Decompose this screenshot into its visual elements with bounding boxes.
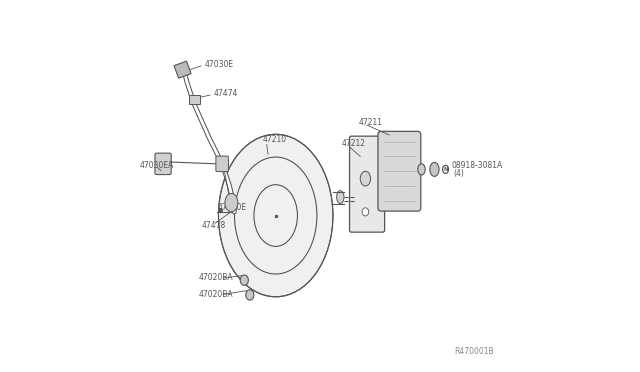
Text: 47020BA: 47020BA (198, 290, 233, 299)
Text: 47211: 47211 (359, 118, 383, 127)
Ellipse shape (430, 162, 439, 176)
FancyBboxPatch shape (155, 153, 172, 174)
Text: 47030EA: 47030EA (140, 161, 174, 170)
Text: 47474: 47474 (214, 89, 238, 98)
Text: N: N (444, 167, 448, 172)
Ellipse shape (443, 165, 449, 173)
Text: 08918-3081A: 08918-3081A (451, 161, 502, 170)
Ellipse shape (218, 134, 333, 297)
Bar (189, 95, 200, 104)
Bar (174, 61, 191, 78)
Ellipse shape (337, 190, 344, 203)
Ellipse shape (360, 171, 371, 186)
Text: R470001B: R470001B (454, 347, 493, 356)
Text: 47212: 47212 (341, 139, 365, 148)
Ellipse shape (418, 164, 425, 175)
FancyBboxPatch shape (216, 156, 228, 171)
Text: 47020BA: 47020BA (198, 273, 233, 282)
Text: 47030E: 47030E (218, 202, 246, 212)
Ellipse shape (362, 208, 369, 216)
Ellipse shape (240, 275, 248, 285)
Text: 47030E: 47030E (204, 60, 234, 69)
Ellipse shape (246, 290, 254, 300)
FancyBboxPatch shape (378, 131, 420, 211)
FancyBboxPatch shape (349, 136, 385, 232)
Text: (4): (4) (454, 169, 465, 178)
Ellipse shape (225, 193, 238, 212)
Text: 47478: 47478 (202, 221, 226, 230)
Text: 47210: 47210 (263, 135, 287, 144)
